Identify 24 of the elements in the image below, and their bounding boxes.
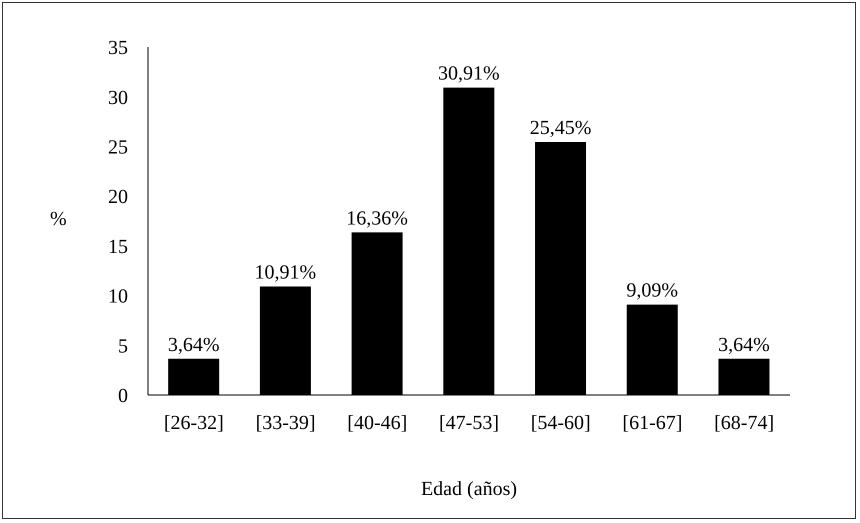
data-label: 9,09%: [626, 280, 678, 302]
data-label: 30,91%: [438, 62, 500, 85]
x-tick-label: [40-46]: [347, 412, 408, 434]
x-tick-label: [33-39]: [256, 412, 316, 434]
x-tick-label: [54-60]: [530, 412, 591, 434]
data-label: 3,64%: [718, 334, 770, 356]
x-tick-label: [47-53]: [439, 412, 499, 434]
data-label: 3,64%: [168, 334, 220, 356]
x-tick-label: [61-67]: [622, 412, 682, 434]
y-tick-label: 35: [108, 37, 128, 60]
y-tick-label: 0: [118, 385, 128, 408]
y-axis-title: %: [50, 208, 67, 231]
x-axis-title: Edad (años): [420, 478, 518, 501]
x-tick-label: [26-32]: [164, 412, 224, 434]
y-tick-label: 15: [108, 236, 128, 258]
y-tick-label: 30: [108, 86, 128, 109]
y-tick-label: 20: [108, 186, 128, 208]
x-tick-label: [68-74]: [714, 412, 774, 434]
y-tick-label: 5: [118, 335, 128, 358]
data-label: 10,91%: [254, 262, 316, 284]
y-tick-label: 25: [108, 136, 128, 159]
data-label: 16,36%: [346, 207, 408, 230]
y-tick-label: 10: [108, 286, 128, 308]
data-label: 25,45%: [530, 116, 592, 139]
